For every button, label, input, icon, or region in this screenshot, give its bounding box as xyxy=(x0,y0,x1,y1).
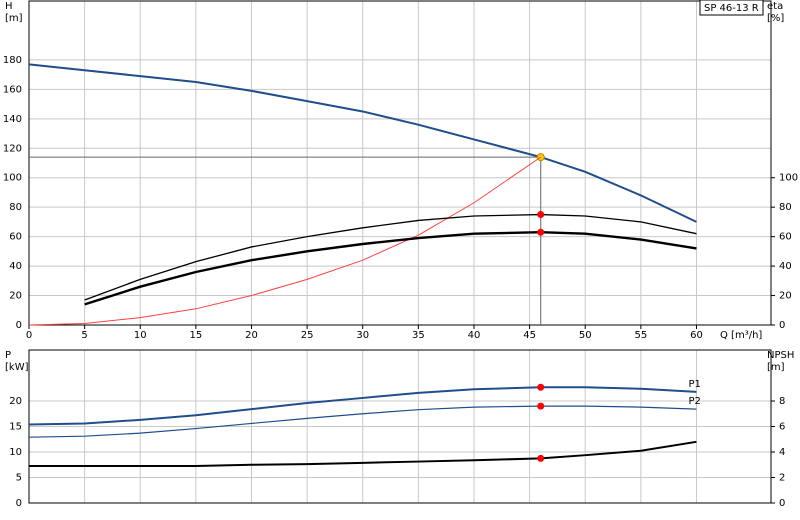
x-tick-label: 0 xyxy=(26,330,32,341)
duty-marker xyxy=(537,383,545,391)
y-axis-label: H xyxy=(5,1,13,12)
y-tick-label: 120 xyxy=(3,143,22,154)
y2-axis-label: eta xyxy=(767,1,783,12)
plot-frame xyxy=(28,0,772,326)
plot-frame xyxy=(28,349,772,504)
x-tick-label: 45 xyxy=(523,330,536,341)
y-tick-label: 15 xyxy=(9,422,22,433)
curve xyxy=(28,386,697,426)
y-tick-label: 80 xyxy=(9,202,22,213)
title-box xyxy=(699,0,764,16)
y-tick-label: 0 xyxy=(16,498,22,509)
y2-tick-label: 0 xyxy=(779,320,785,331)
duty-marker xyxy=(537,211,545,219)
y2-tick-label: 4 xyxy=(779,447,785,458)
y2-tick-label: 80 xyxy=(779,202,792,213)
x-tick-label: 35 xyxy=(412,330,425,341)
chart-title: SP 46-13 R xyxy=(704,3,759,14)
x-tick-label: 20 xyxy=(245,330,258,341)
curve xyxy=(28,156,542,326)
y2-tick-label: 40 xyxy=(779,261,792,272)
x-tick-label: 25 xyxy=(301,330,314,341)
y-axis-label: P xyxy=(5,350,11,361)
curve xyxy=(28,405,697,438)
series-label: P2 xyxy=(688,396,700,407)
y-tick-label: 5 xyxy=(16,473,22,484)
x-tick-label: 60 xyxy=(690,330,703,341)
x-tick-label: 40 xyxy=(468,330,481,341)
y2-tick-label: 8 xyxy=(779,396,785,407)
y-tick-label: 0 xyxy=(16,320,22,331)
y-tick-label: 180 xyxy=(3,55,22,66)
duty-marker xyxy=(537,402,545,410)
x-tick-label: 15 xyxy=(189,330,202,341)
y2-tick-label: 100 xyxy=(779,173,798,184)
x-axis-label: Q [m³/h] xyxy=(720,330,762,341)
series-label: P1 xyxy=(688,379,700,390)
y2-axis-label: [m] xyxy=(767,362,785,373)
y-tick-label: 160 xyxy=(3,84,22,95)
y2-axis-label: NPSH xyxy=(767,350,794,361)
x-tick-label: 5 xyxy=(81,330,87,341)
y2-axis-label: [%] xyxy=(767,13,784,24)
y-tick-label: 20 xyxy=(9,396,22,407)
y2-tick-label: 2 xyxy=(779,473,785,484)
y-tick-label: 40 xyxy=(9,261,22,272)
x-tick-label: 50 xyxy=(579,330,592,341)
x-tick-label: 10 xyxy=(134,330,147,341)
y2-tick-label: 20 xyxy=(779,291,792,302)
y-tick-label: 140 xyxy=(3,114,22,125)
curve xyxy=(84,231,697,306)
x-tick-label: 30 xyxy=(356,330,369,341)
y-axis-label: [m] xyxy=(5,13,23,24)
x-tick-label: 55 xyxy=(634,330,647,341)
duty-marker xyxy=(537,228,545,236)
curve xyxy=(29,440,697,468)
y-axis-label: [kW] xyxy=(5,362,29,373)
y-tick-label: 60 xyxy=(9,232,22,243)
y2-tick-label: 0 xyxy=(779,498,785,509)
y-tick-label: 10 xyxy=(9,447,22,458)
y-tick-label: 20 xyxy=(9,291,22,302)
y2-tick-label: 60 xyxy=(779,232,792,243)
y2-tick-label: 6 xyxy=(779,422,785,433)
curve xyxy=(84,213,697,301)
curve xyxy=(28,63,697,223)
duty-marker xyxy=(537,454,545,462)
y-tick-label: 100 xyxy=(3,173,22,184)
